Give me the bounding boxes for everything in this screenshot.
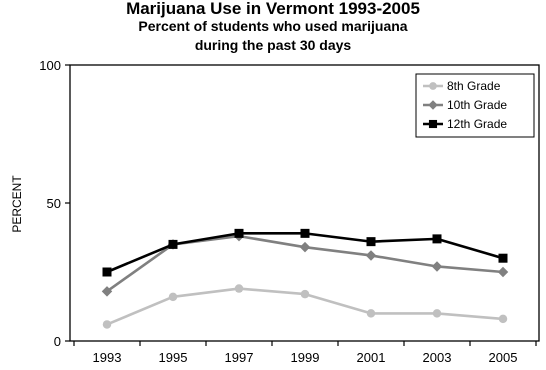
data-point-12th-grade (366, 237, 376, 247)
x-tick-label: 2001 (357, 350, 386, 365)
x-tick-label: 1993 (93, 350, 122, 365)
data-point-12th-grade (432, 234, 442, 244)
data-point-12th-grade (498, 253, 508, 263)
legend-marker (429, 82, 437, 90)
x-tick-label: 2003 (423, 350, 452, 365)
legend: 8th Grade 10th Grade 12th Grade (415, 73, 535, 138)
data-point-12th-grade (300, 228, 310, 238)
legend-label: 10th Grade (447, 98, 507, 112)
chart-title: Marijuana Use in Vermont 1993-2005 (126, 0, 420, 18)
data-point-10th-grade (365, 250, 377, 261)
series-12th-grade (102, 228, 508, 277)
legend-item-10th-grade: 10th Grade (423, 98, 507, 112)
series-8th-grade (102, 284, 508, 329)
legend-marker (428, 100, 438, 110)
data-point-8th-grade (102, 320, 112, 329)
legend-item-12th-grade: 12th Grade (423, 117, 507, 131)
data-point-8th-grade (234, 284, 244, 293)
data-point-10th-grade (101, 286, 113, 297)
legend-item-8th-grade: 8th Grade (423, 79, 501, 93)
y-tick-label: 0 (54, 334, 61, 349)
x-tick-label: 1995 (159, 350, 188, 365)
chart-subtitle-line-1: Percent of students who used marijuana (138, 18, 407, 34)
y-tick-label: 50 (47, 196, 61, 211)
data-point-12th-grade (234, 228, 244, 238)
x-axis-ticks: 1993 1995 1997 1999 2001 2003 2005 (73, 341, 537, 365)
series-layer (101, 228, 509, 329)
data-point-8th-grade (432, 309, 442, 318)
data-point-10th-grade (299, 241, 311, 253)
data-point-8th-grade (168, 292, 178, 302)
x-tick-label: 1999 (291, 350, 320, 365)
data-point-8th-grade (300, 289, 310, 299)
y-tick-label: 100 (39, 58, 61, 73)
data-point-8th-grade (498, 314, 508, 324)
x-tick-label: 2005 (489, 350, 518, 365)
x-tick-label: 1997 (225, 350, 254, 365)
legend-marker (428, 119, 438, 129)
data-point-12th-grade (102, 267, 112, 277)
y-axis-label: PERCENT (10, 175, 24, 233)
data-point-12th-grade (168, 239, 178, 249)
chart-subtitle-line-2: during the past 30 days (195, 37, 352, 53)
legend-label: 8th Grade (447, 79, 501, 93)
data-point-10th-grade (497, 266, 509, 278)
data-point-8th-grade (366, 309, 376, 318)
data-point-10th-grade (431, 261, 443, 272)
y-axis-ticks: 0 50 100 (39, 58, 70, 349)
legend-label: 12th Grade (447, 117, 507, 131)
